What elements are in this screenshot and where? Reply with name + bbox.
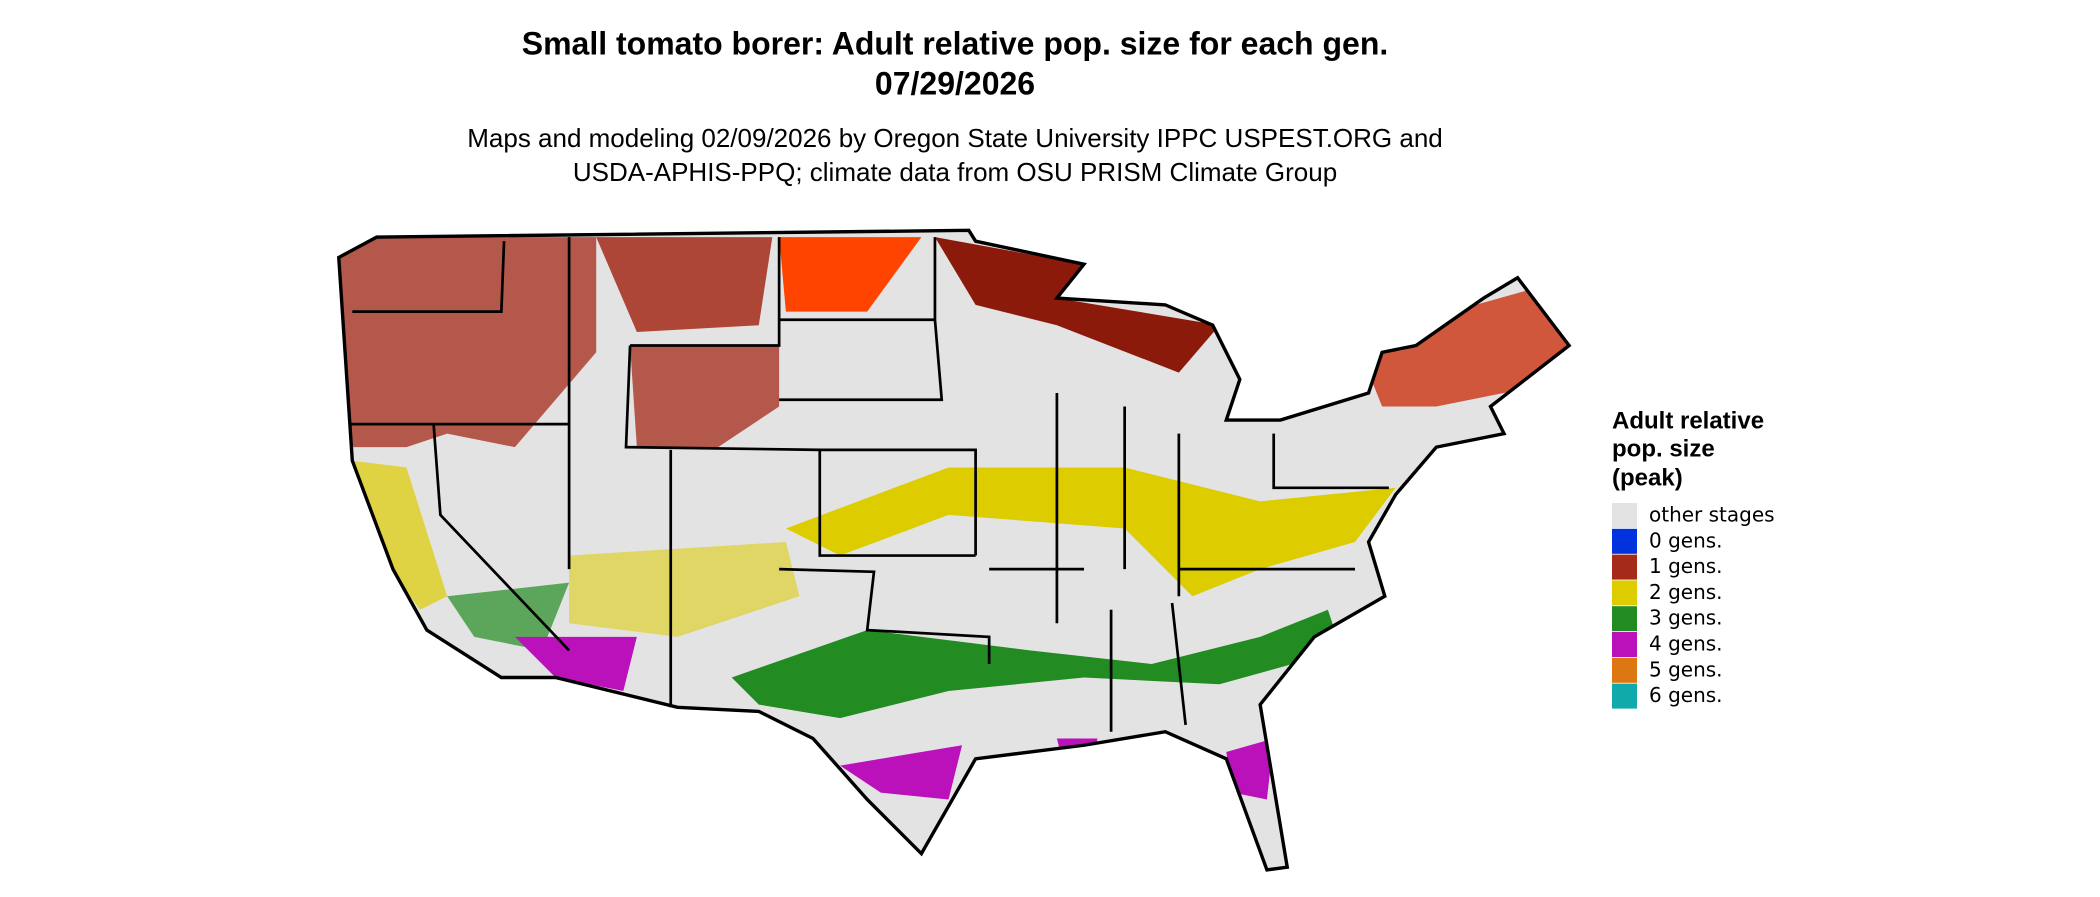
- title-line: 07/29/2026: [875, 65, 1035, 101]
- us-map: [336, 228, 1572, 872]
- legend-title: (peak): [1612, 464, 1683, 491]
- legend-label: 2 gens.: [1649, 580, 1723, 604]
- legend-swatch: [1612, 554, 1637, 580]
- legend-swatch: [1612, 657, 1637, 683]
- regions: [338, 237, 1570, 800]
- legend-swatch: [1612, 580, 1637, 606]
- legend-label: 1 gens.: [1649, 554, 1723, 578]
- legend-title: pop. size: [1612, 435, 1715, 462]
- legend-label: 3 gens.: [1649, 606, 1723, 630]
- legend-label: 0 gens.: [1649, 528, 1723, 552]
- subtitle-line: USDA-APHIS-PPQ; climate data from OSU PR…: [573, 157, 1337, 187]
- subtitle-line: Maps and modeling 02/09/2026 by Oregon S…: [467, 123, 1443, 153]
- legend-swatch: [1612, 528, 1637, 554]
- legend-title: Adult relative: [1612, 407, 1764, 434]
- legend-label: 4 gens.: [1649, 632, 1723, 656]
- legend-swatch: [1612, 606, 1637, 632]
- legend-label: 6 gens.: [1649, 683, 1723, 707]
- title-line: Small tomato borer: Adult relative pop. …: [522, 25, 1389, 61]
- legend-swatch: [1612, 503, 1637, 528]
- legend-label: other stages: [1649, 503, 1775, 527]
- legend-swatch: [1612, 632, 1637, 657]
- legend-swatch: [1612, 683, 1637, 709]
- legend-label: 5 gens.: [1649, 657, 1723, 681]
- state-lines: [349, 237, 1389, 732]
- outline: [336, 228, 1572, 872]
